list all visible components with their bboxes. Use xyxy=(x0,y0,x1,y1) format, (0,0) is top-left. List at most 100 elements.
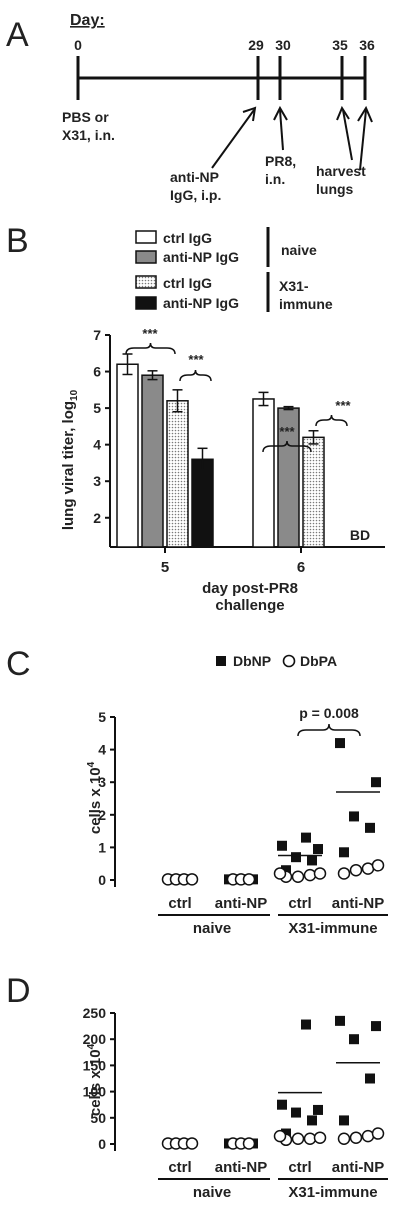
chartD-dbnp-point xyxy=(335,1015,345,1026)
event-pr8-line1: PR8, xyxy=(265,153,296,169)
panel-label-c: C xyxy=(6,645,31,683)
b-sig-label: *** xyxy=(142,326,158,341)
legend-swatch-anti-np-igg-naive xyxy=(135,250,157,264)
bar xyxy=(116,363,139,548)
legend-swatch-ctrl-igg-naive xyxy=(135,230,157,244)
chartD-dbnp-point xyxy=(349,1034,359,1045)
legend-label-dbnp: DbNP xyxy=(233,653,271,669)
b-sig-brace xyxy=(179,369,212,382)
legend-b: ctrl IgG anti-NP IgG ctrl IgG anti-NP Ig… xyxy=(135,227,333,312)
chartC-y-tick-label: 0 xyxy=(98,872,106,888)
b-y-tick-label: 4 xyxy=(93,437,101,453)
chartC-y-tick-label: 5 xyxy=(98,709,106,725)
chartC-dbnp-point xyxy=(291,852,301,863)
chartC-dbpa-point xyxy=(273,867,287,880)
b-sig-label: *** xyxy=(335,398,351,413)
legend-swatch-anti-np-igg-immune xyxy=(135,296,157,310)
chartC-dbnp-point xyxy=(335,738,345,749)
b-x-axis-label-line1: day post-PR8 xyxy=(202,580,298,597)
chartC-dbnp-point xyxy=(339,847,349,858)
chartD-dbnp-point xyxy=(301,1019,311,1030)
event-anti-np-line1: anti-NP xyxy=(170,169,219,185)
chartD-y-tick-label: 150 xyxy=(83,1057,107,1073)
chartD-dbnp-point xyxy=(277,1099,287,1110)
timeline-arrows xyxy=(211,105,373,171)
b-y-tick-label: 3 xyxy=(93,473,101,489)
day-36: 36 xyxy=(359,37,375,53)
day-0: 0 xyxy=(74,37,82,53)
legend-group-naive: naive xyxy=(281,242,317,258)
b-bd-label: BD xyxy=(350,527,370,543)
chartD-group-label: anti-NP xyxy=(332,1159,385,1176)
bar xyxy=(141,374,164,548)
chartD-subgroup-label: X31-immune xyxy=(288,1184,377,1201)
b-sig-label: *** xyxy=(188,352,204,367)
c-pvalue-label: p = 0.008 xyxy=(299,705,359,721)
chartD-dbpa-point xyxy=(371,1127,385,1140)
legend-marker-dbnp xyxy=(216,656,226,666)
event-pbs-x31-line1: PBS or xyxy=(62,109,109,125)
chartD-dbnp-point xyxy=(313,1104,323,1115)
chartC-dbnp-point xyxy=(301,832,311,843)
legend-group-immune-line2: immune xyxy=(279,296,333,312)
chartC-y-tick-label: 2 xyxy=(98,807,106,823)
legend-c: DbNP DbPA xyxy=(216,653,337,669)
chartC-dbpa-point xyxy=(371,859,385,872)
b-x-tick-label: 5 xyxy=(161,559,169,576)
bar xyxy=(302,436,325,548)
chartD-dbpa-point xyxy=(361,1129,375,1143)
legend-group-immune-line1: X31- xyxy=(279,278,309,294)
timeline-ticks xyxy=(76,56,367,100)
bar xyxy=(191,458,214,548)
bar xyxy=(252,398,275,548)
chartC-dbpa-point xyxy=(349,863,363,877)
b-y-tick-label: 2 xyxy=(93,510,101,526)
chartD-group-label: ctrl xyxy=(168,1159,191,1176)
b-sig-brace xyxy=(262,440,312,453)
scatter-chart-d: cells x 104 0 50 100 150 200 250 ctrl anti-NP ctr… xyxy=(83,1005,388,1201)
chartC-dbnp-point xyxy=(281,865,291,876)
legend-marker-dbpa xyxy=(282,654,296,668)
chartD-dbnp-point xyxy=(339,1115,349,1126)
chartD-y-tick-label: 200 xyxy=(83,1031,107,1047)
day-30: 30 xyxy=(275,37,291,53)
legend-label-ctrl-igg-immune: ctrl IgG xyxy=(163,275,212,291)
b-y-tick-label: 7 xyxy=(93,327,101,343)
chartC-y-tick-label: 1 xyxy=(98,839,106,855)
event-pr8-line2: i.n. xyxy=(265,171,285,187)
chartD-dbpa-point xyxy=(349,1131,363,1144)
chartD-dbpa-point xyxy=(273,1129,287,1143)
event-pbs-x31-line2: X31, i.n. xyxy=(62,127,115,143)
chartD-group-label: ctrl xyxy=(288,1159,311,1176)
chartC-subgroup-label: X31-immune xyxy=(288,920,377,937)
panel-label-b: B xyxy=(6,222,29,260)
chartC-dbnp-point xyxy=(313,844,323,855)
chartC-group-label: ctrl xyxy=(288,895,311,912)
event-harvest-line2: lungs xyxy=(316,181,354,197)
day-29: 29 xyxy=(248,37,264,53)
chartD-dbnp-point xyxy=(307,1115,317,1126)
chartD-subgroup-label: naive xyxy=(193,1184,231,1201)
chartD-dbnp-point xyxy=(371,1021,381,1032)
chartD-dbpa-point xyxy=(291,1132,305,1146)
panel-label-d: D xyxy=(6,972,31,1010)
chartC-dbnp-point xyxy=(277,840,287,851)
chartC-y-tick-label: 4 xyxy=(98,742,106,758)
b-sig-label: *** xyxy=(279,424,295,439)
chartD-dbnp-point xyxy=(365,1073,375,1084)
chartD-dbnp-point xyxy=(291,1107,301,1118)
scatter-chart-c: cells x 104 0 1 2 3 4 5 ctrl anti-NP ctrl anti-NP n… xyxy=(86,705,388,937)
chartC-dbpa-point xyxy=(303,868,317,882)
chartC-group-label: anti-NP xyxy=(215,895,268,912)
chartD-group-label: anti-NP xyxy=(215,1159,268,1176)
day-35: 35 xyxy=(332,37,348,53)
legend-label-dbpa: DbPA xyxy=(300,653,337,669)
chartC-dbpa-point xyxy=(337,867,351,880)
legend-swatch-ctrl-igg-immune xyxy=(135,275,157,289)
legend-label-anti-np-igg-naive: anti-NP IgG xyxy=(163,249,239,265)
chartC-dbnp-point xyxy=(371,777,381,788)
bar xyxy=(166,400,189,548)
event-harvest-line1: harvest xyxy=(316,163,366,179)
b-sig-brace xyxy=(125,342,176,355)
